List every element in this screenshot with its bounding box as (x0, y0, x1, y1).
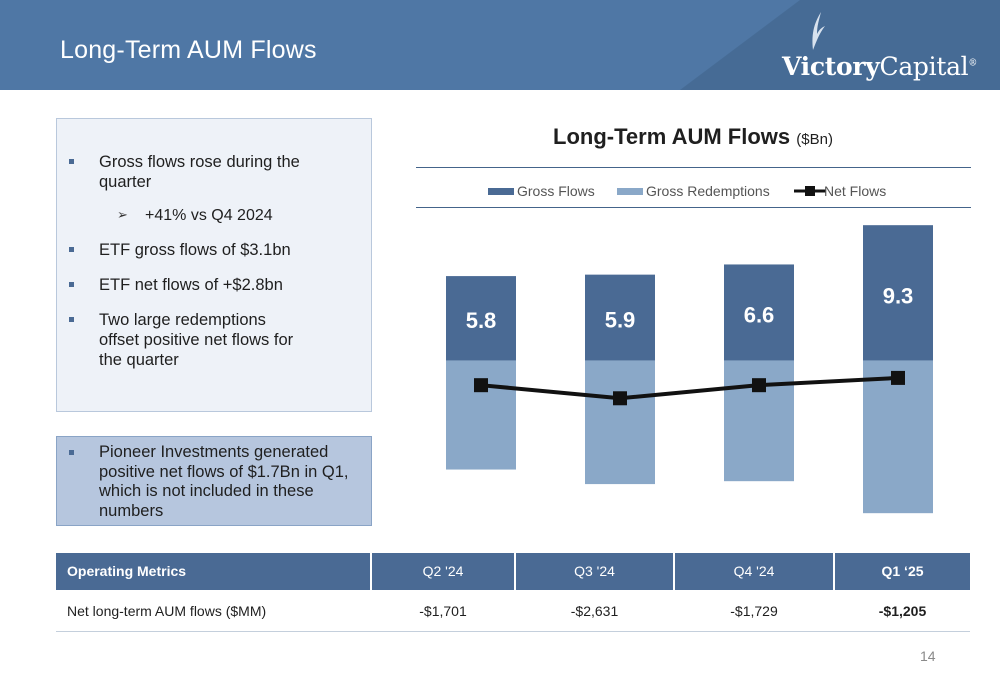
legend-label: Gross Flows (517, 183, 595, 199)
bar-gross-redemptions (585, 360, 655, 485)
chart-legend-rule (416, 207, 971, 208)
logo-wordmark: VictoryCapital® (782, 52, 977, 81)
chart-title: Long-Term AUM Flows ($Bn) (416, 124, 970, 150)
header-diagonal-band (680, 0, 1000, 90)
legend-line-marker-icon (794, 186, 826, 196)
net-flows-point (752, 378, 766, 393)
page-title: Long-Term AUM Flows (60, 36, 317, 64)
table-header-row: Operating Metrics Q2 '24 Q3 '24 Q4 '24 Q… (56, 553, 970, 590)
logo-text-light: Capital (879, 52, 969, 81)
note-text: Pioneer Investments generated positive n… (99, 443, 349, 520)
legend-label: Net Flows (824, 183, 887, 199)
bullet-text: ETF net flows of +$2.8bn (99, 276, 283, 294)
legend-label: Gross Redemptions (646, 183, 770, 199)
net-flows-point (891, 370, 905, 385)
legend-swatch (617, 188, 643, 195)
table-header-cell: Q3 '24 (516, 553, 673, 590)
logo-text-bold: Victory (782, 52, 880, 81)
bullet-square-icon (69, 282, 74, 287)
aum-flows-chart: 5.8 5.9 6.6 9.3 (446, 225, 933, 514)
chart-title-text: Long-Term AUM Flows (553, 124, 791, 149)
bullet-text: Two large redemptions offset positive ne… (99, 311, 294, 369)
data-label-gross-flows: 5.8 (466, 308, 497, 333)
net-flows-line (480, 375, 899, 401)
table-header-cell: Q1 ‘25 (835, 553, 970, 590)
table-header-cell: Q4 '24 (675, 553, 833, 590)
table-header-cell: Operating Metrics (56, 553, 370, 590)
data-label-gross-flows: 5.9 (605, 307, 636, 332)
table-cell: -$1,205 (878, 603, 927, 619)
bullet-square-icon (69, 247, 74, 252)
table-row: Net long-term AUM flows ($MM) -$1,701 -$… (56, 590, 970, 632)
chart-legend: Gross Flows Gross Redemptions Net Flows (416, 182, 971, 200)
net-flows-point (474, 378, 488, 393)
bullet-text: ETF gross flows of $3.1bn (99, 241, 291, 259)
bullet-square-icon (69, 159, 74, 164)
table-cell: -$2,631 (570, 603, 619, 619)
company-logo: VictoryCapital® (782, 12, 977, 82)
bullet-square-icon (69, 450, 74, 455)
bar-gross-flows (863, 225, 933, 361)
key-points-box: Gross flows rose during the quarter ➢ +4… (56, 118, 372, 412)
page-number: 14 (920, 648, 936, 664)
arrow-bullet-icon: ➢ (117, 207, 128, 222)
bar-gross-redemptions (446, 360, 516, 470)
pioneer-note-box: Pioneer Investments generated positive n… (56, 436, 372, 526)
bar-gross-flows (585, 274, 655, 361)
bar-gross-redemptions (863, 360, 933, 514)
net-flows-point (613, 391, 627, 406)
logo-registered-mark: ® (968, 58, 978, 69)
table-cell: -$1,729 (730, 603, 778, 619)
chart-unit: ($Bn) (796, 131, 833, 148)
table-header-cell: Q2 '24 (372, 553, 514, 590)
chart-top-rule (416, 167, 971, 168)
logo-flame-icon (812, 12, 825, 50)
bar-gross-flows (446, 276, 516, 361)
bullet-square-icon (69, 317, 74, 322)
table-row-label: Net long-term AUM flows ($MM) (67, 603, 267, 619)
bar-gross-flows (724, 264, 794, 361)
bullet-text: Gross flows rose during the quarter (99, 153, 300, 191)
slide-header: Long-Term AUM Flows VictoryCapital® (0, 0, 1000, 90)
legend-swatch (488, 188, 514, 195)
data-label-gross-flows: 9.3 (883, 284, 914, 309)
data-label-gross-flows: 6.6 (744, 302, 775, 327)
sub-bullet-text: +41% vs Q4 2024 (145, 207, 273, 224)
table-cell: -$1,701 (419, 603, 467, 619)
